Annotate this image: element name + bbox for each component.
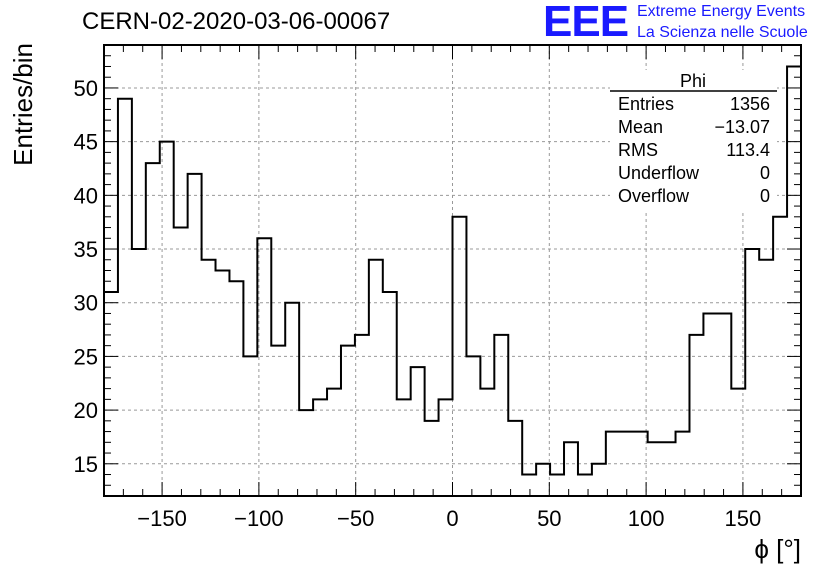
stats-label: Mean (618, 117, 663, 137)
stats-label: Underflow (618, 163, 700, 183)
logo-line-1: Extreme Energy Events (637, 3, 806, 20)
x-tick-label: 100 (628, 506, 665, 531)
x-tick-label: 150 (725, 506, 762, 531)
y-tick-label: 40 (74, 183, 98, 208)
stats-value: 1356 (730, 94, 770, 114)
y-tick-label: 30 (74, 291, 98, 316)
y-tick-label: 15 (74, 452, 98, 477)
y-axis-title: Entries/bin (8, 43, 38, 166)
x-tick-label: −50 (337, 506, 374, 531)
stats-label: Entries (618, 94, 674, 114)
x-tick-label: −100 (234, 506, 284, 531)
histogram-line (104, 65, 801, 476)
y-tick-labels: 15 20 25 30 35 40 45 50 (74, 76, 98, 477)
stats-box: Phi Entries 1356 Mean −13.07 RMS 113.4 Underflo… (610, 70, 777, 210)
y-tick-label: 20 (74, 398, 98, 423)
logo-line-2: La Scienza nelle Scuole (637, 24, 808, 41)
x-tick-label: 0 (446, 506, 458, 531)
histogram-series (104, 65, 801, 476)
y-tick-label: 50 (74, 76, 98, 101)
y-tick-label: 25 (74, 344, 98, 369)
stats-box-bg (610, 70, 777, 210)
stats-value: 113.4 (726, 140, 770, 160)
plot-title: CERN-02-2020-03-06-00067 (82, 8, 391, 35)
stats-label: Overflow (618, 186, 690, 206)
y-tick-label: 45 (74, 130, 98, 155)
stats-value: 0 (760, 186, 770, 206)
eee-logo-mark: EEE (543, 0, 629, 46)
stats-value: 0 (760, 163, 770, 183)
x-tick-labels: −150 −100 −50 0 50 100 150 (137, 506, 761, 531)
stats-label: RMS (618, 140, 658, 160)
x-axis-title: ϕ [°] (754, 534, 801, 564)
x-tick-label: 50 (537, 506, 561, 531)
stats-name: Phi (680, 71, 706, 91)
x-tick-label: −150 (137, 506, 187, 531)
stats-value: −13.07 (714, 117, 770, 137)
axis-ticks (103, 45, 802, 496)
y-tick-label: 35 (74, 237, 98, 262)
